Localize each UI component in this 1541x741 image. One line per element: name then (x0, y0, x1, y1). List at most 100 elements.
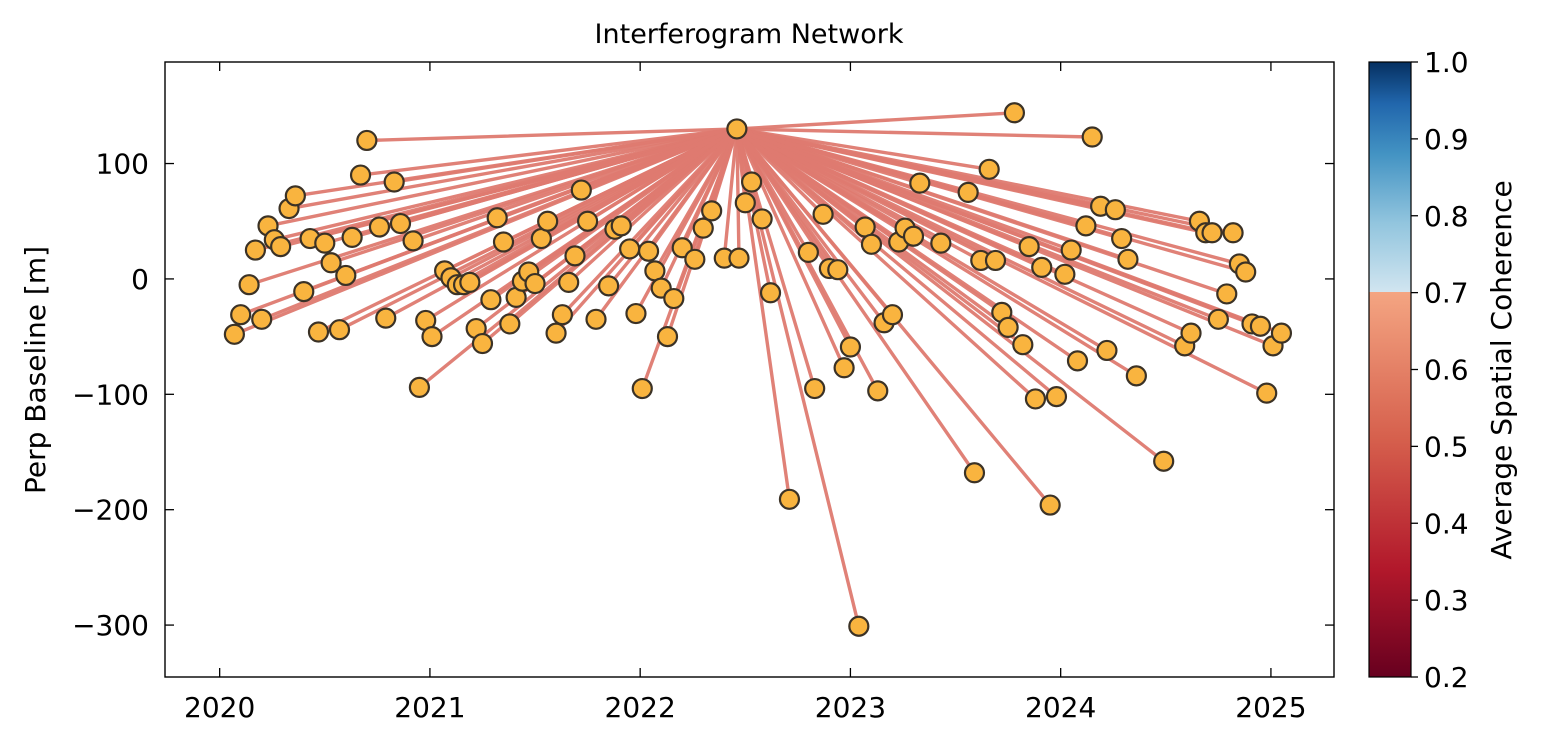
network-edge (735, 127, 977, 475)
acquisition-point (741, 171, 763, 193)
acquisition-point (383, 171, 405, 193)
acquisition-point (1207, 308, 1229, 330)
acquisition-point (320, 252, 342, 274)
network-edge (735, 127, 1193, 335)
acquisition-points-layer (223, 102, 1293, 637)
acquisition-point (585, 308, 607, 330)
acquisition-point (644, 260, 666, 282)
acquisition-point (341, 226, 363, 248)
acquisition-point (459, 271, 481, 293)
network-edge (709, 127, 739, 213)
network-edge (398, 127, 739, 226)
acquisition-point (1045, 386, 1068, 408)
x-tick-label: 2024 (1025, 691, 1096, 724)
acquisition-point (957, 181, 979, 203)
acquisition-point (909, 172, 931, 194)
acquisition-point (637, 240, 660, 262)
acquisition-point (1012, 334, 1034, 356)
acquisition-point (524, 272, 546, 295)
acquisition-point (349, 164, 372, 186)
acquisition-point (839, 336, 862, 358)
acquisition-point (335, 264, 357, 287)
acquisition-point (1104, 199, 1126, 221)
acquisition-point (551, 304, 573, 326)
colorbar-high-segment (1369, 62, 1411, 292)
acquisition-point (1111, 227, 1133, 250)
acquisition-point (368, 216, 391, 238)
acquisition-point (293, 281, 315, 303)
y-axis-label: Perp Baseline [m] (19, 246, 52, 494)
network-edge (266, 127, 739, 228)
acquisition-point (854, 216, 876, 238)
acquisition-point (1066, 350, 1089, 372)
acquisition-point (778, 488, 801, 510)
acquisition-point (1031, 256, 1053, 278)
colorbar-tick-label: 0.8 (1424, 200, 1469, 233)
acquisition-point (625, 302, 647, 325)
acquisition-point (421, 326, 443, 348)
acquisition-point (978, 158, 1000, 180)
acquisition-point (734, 192, 756, 214)
acquisition-point (619, 238, 641, 260)
acquisition-point (356, 129, 378, 152)
colorbar-tick-label: 0.5 (1424, 430, 1469, 463)
x-tick-label: 2021 (394, 691, 465, 724)
network-edge (579, 127, 739, 192)
acquisition-point (1096, 339, 1118, 362)
network-edge (735, 127, 1235, 235)
acquisition-point (656, 326, 679, 348)
acquisition-point (244, 239, 267, 261)
acquisition-point (375, 307, 397, 329)
acquisition-point (499, 313, 521, 335)
y-axis: 100 0 −100 −200 −300 (72, 148, 1334, 642)
network-edge (358, 127, 739, 177)
colorbar-label: Average Spatial Coherence (1485, 180, 1518, 559)
x-tick-label: 2020 (184, 691, 255, 724)
acquisition-point (284, 185, 306, 207)
network-edge (735, 127, 1229, 296)
network-edge (735, 127, 1275, 348)
x-tick-label: 2022 (605, 691, 676, 724)
acquisition-point (1216, 283, 1238, 305)
acquisition-point (251, 308, 273, 330)
colorbar-tick-label: 0.3 (1424, 584, 1469, 617)
network-edge (646, 127, 739, 253)
acquisition-point (480, 289, 502, 311)
acquisition-point (997, 316, 1019, 338)
acquisition-point (389, 212, 412, 235)
acquisition-point (328, 319, 351, 341)
x-tick-label: 2023 (815, 691, 886, 724)
acquisition-point (1039, 494, 1061, 516)
network-edge (653, 127, 739, 273)
acquisition-point (930, 232, 952, 254)
y-tick-label: 0 (131, 263, 149, 296)
network-edge (735, 127, 1038, 401)
network-edge (735, 127, 1094, 139)
acquisition-point (726, 118, 748, 140)
network-edge (735, 127, 1248, 274)
acquisition-point (827, 259, 849, 281)
acquisition-point (471, 332, 494, 355)
y-tick-label: −300 (72, 609, 149, 642)
acquisition-point (307, 321, 330, 343)
acquisition-point (631, 377, 653, 400)
acquisition-point (230, 304, 252, 326)
acquisition-point (1003, 102, 1026, 124)
acquisition-point (1153, 450, 1175, 472)
acquisition-point (867, 380, 889, 402)
colorbar-tick-label: 0.9 (1424, 123, 1469, 156)
acquisition-point (963, 462, 986, 484)
acquisition-point (530, 227, 552, 250)
acquisition-point (1249, 315, 1272, 337)
acquisition-point (577, 210, 599, 232)
network-edge (627, 127, 739, 251)
acquisition-point (984, 249, 1007, 272)
acquisition-point (848, 615, 870, 637)
colorbar-ticks: 1.0 0.9 0.8 0.7 0.6 0.5 0.4 0.3 0.2 (1411, 46, 1469, 694)
network-edge (585, 127, 739, 223)
network-edge (722, 127, 739, 260)
acquisition-point (1235, 261, 1257, 283)
acquisition-point (1270, 322, 1293, 344)
acquisition-point (402, 230, 424, 252)
